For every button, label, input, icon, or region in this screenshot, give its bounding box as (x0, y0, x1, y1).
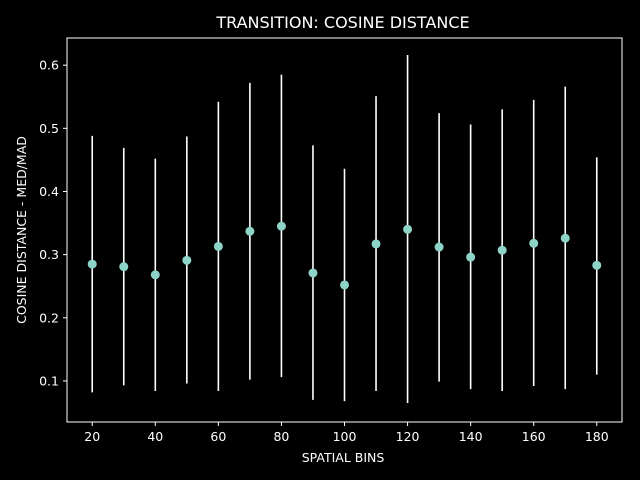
data-point (403, 224, 413, 234)
chart-title: TRANSITION: COSINE DISTANCE (215, 13, 469, 32)
data-point (529, 238, 539, 248)
data-point (371, 239, 381, 249)
data-point (466, 252, 476, 262)
y-tick-label: 0.2 (39, 310, 59, 325)
data-point (182, 255, 192, 265)
x-tick-label: 80 (273, 429, 289, 444)
data-point (434, 242, 444, 252)
x-tick-label: 120 (396, 429, 420, 444)
plot-area: 20 40 60 80 100 120 140 160 180 0.1 0.2 0.3 0.4 0.5 0.… (39, 37, 623, 444)
x-tick-label: 20 (84, 429, 100, 444)
y-axis-label: COSINE DISTANCE - MED/MAD (14, 136, 29, 324)
x-tick-label: 100 (333, 429, 357, 444)
y-tick-label: 0.6 (39, 58, 59, 73)
data-point (150, 270, 160, 280)
x-tick-label: 140 (459, 429, 483, 444)
x-tick-label: 180 (585, 429, 609, 444)
y-tick-label: 0.4 (39, 184, 59, 199)
y-tick-label: 0.3 (39, 247, 59, 262)
y-tick-label: 0.5 (39, 121, 59, 136)
data-point (592, 260, 602, 270)
x-tick-label: 160 (522, 429, 546, 444)
data-point (340, 280, 349, 290)
data-point (87, 259, 97, 269)
data-point (560, 233, 570, 243)
x-axis-label: SPATIAL BINS (302, 450, 385, 465)
data-point (276, 221, 286, 231)
data-point (308, 268, 318, 278)
data-point (245, 226, 255, 236)
x-tick-label: 60 (210, 429, 226, 444)
y-tick-label: 0.1 (39, 373, 59, 388)
data-point (213, 241, 223, 251)
data-point (119, 262, 129, 272)
x-tick-label: 40 (147, 429, 163, 444)
data-point (497, 245, 507, 255)
